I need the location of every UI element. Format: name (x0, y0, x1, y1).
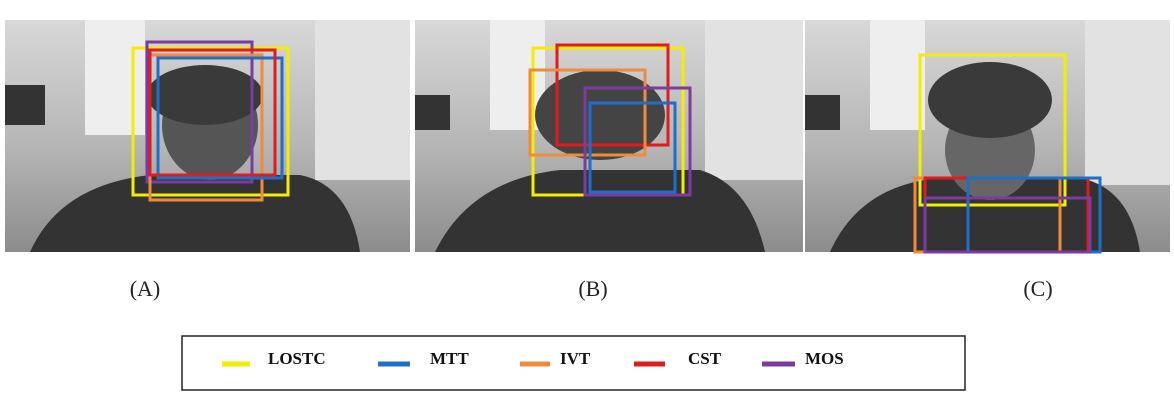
legend-label: MOS (805, 349, 844, 368)
legend-label: LOSTC (268, 349, 326, 368)
figure: (A) (B) (C) LOSTC MTT IVT CST MOS (0, 0, 1174, 392)
panel-label: (C) (1023, 276, 1052, 301)
legend-label: IVT (560, 349, 591, 368)
panel-label: (A) (130, 276, 161, 301)
panel-label: (B) (578, 276, 607, 301)
legend: LOSTC MTT IVT CST MOS (222, 349, 844, 368)
legend-label: MTT (430, 349, 469, 368)
photo-b (415, 20, 803, 252)
legend-label: CST (688, 349, 722, 368)
